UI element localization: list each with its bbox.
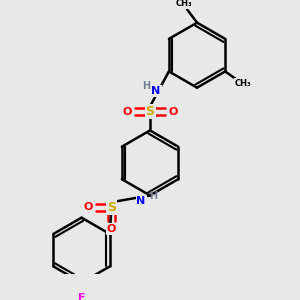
Text: F: F [78,293,85,300]
Text: N: N [136,196,146,206]
Text: O: O [107,224,116,234]
Text: O: O [122,106,132,117]
Text: H: H [149,191,157,201]
Text: S: S [146,105,154,118]
Text: O: O [168,106,178,117]
Text: O: O [84,202,93,212]
Text: S: S [107,201,116,214]
Text: CH₃: CH₃ [176,0,193,8]
Text: N: N [152,86,161,96]
Text: CH₃: CH₃ [235,79,251,88]
Text: H: H [142,81,150,92]
